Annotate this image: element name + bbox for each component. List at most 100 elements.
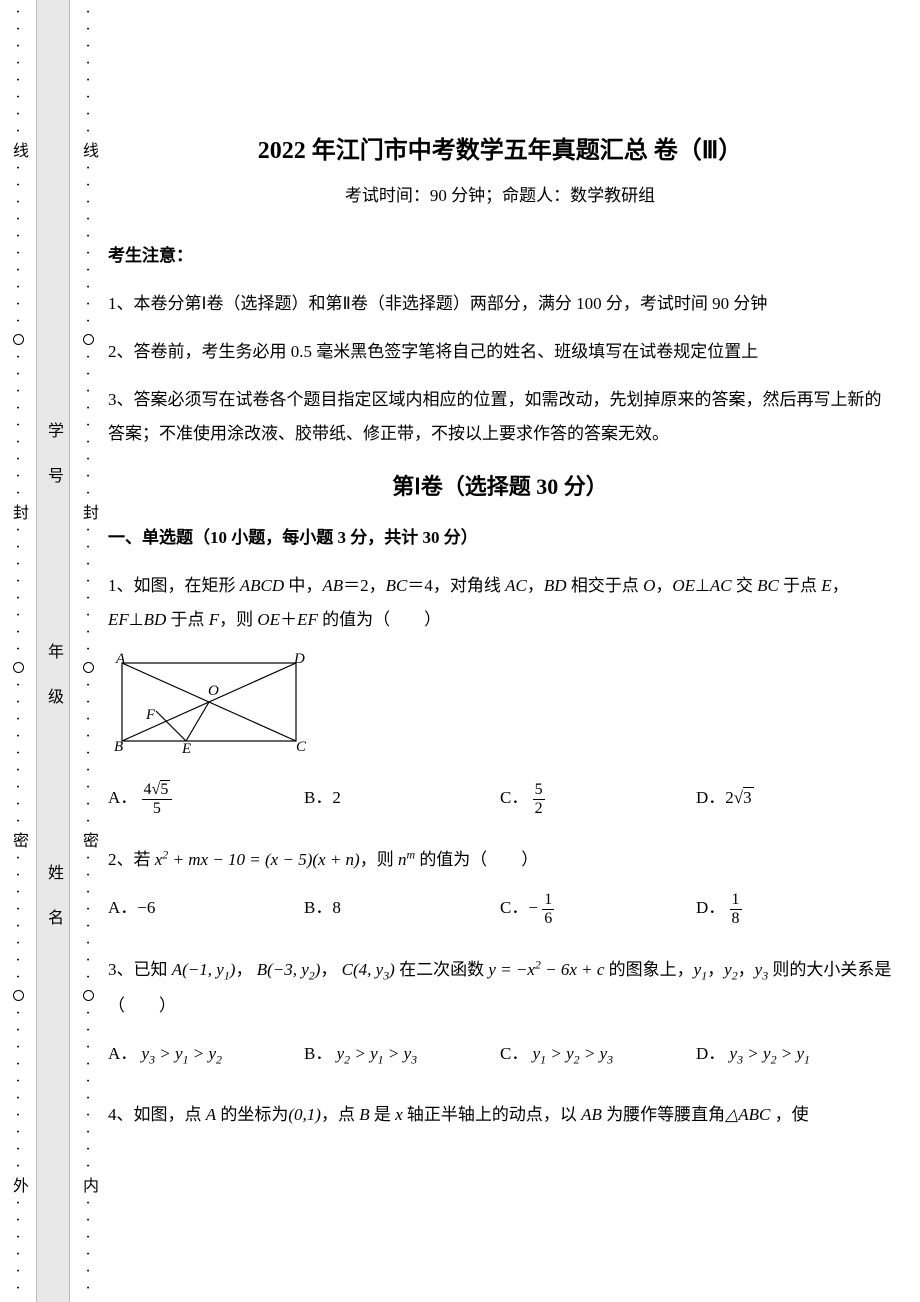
margin-dot: · xyxy=(15,745,20,762)
margin-dot: · xyxy=(15,590,20,607)
margin-dot: · xyxy=(15,434,20,451)
margin-dot: · xyxy=(85,728,90,745)
margin-dot: · xyxy=(85,279,90,296)
margin-dot: · xyxy=(85,89,90,106)
option-b: B．8 xyxy=(304,891,500,927)
margin-dot: · xyxy=(15,694,20,711)
notice-item: 1、本卷分第Ⅰ卷（选择题）和第Ⅱ卷（非选择题）两部分，满分 100 分，考试时间… xyxy=(108,287,892,321)
margin-dot: · xyxy=(15,624,20,641)
margin-dot: · xyxy=(85,573,90,590)
margin-dot: · xyxy=(85,1056,90,1073)
circle-icon xyxy=(83,334,94,345)
margin-dot: · xyxy=(85,38,90,55)
margin-dot: · xyxy=(85,400,90,417)
margin-dot: · xyxy=(85,468,90,485)
margin-dot: · xyxy=(85,813,90,830)
q3-options: A． y3 > y1 > y2 B． y2 > y1 > y3 C． y1 > … xyxy=(108,1037,892,1072)
margin-dot: · xyxy=(15,468,20,485)
fig-label: O xyxy=(208,683,219,699)
margin-dot: · xyxy=(85,451,90,468)
margin-dot: · xyxy=(15,1212,20,1229)
margin-dot: · xyxy=(85,1124,90,1141)
option-b: B． y2 > y1 > y3 xyxy=(304,1037,500,1072)
question-4: 4、如图，点 A 的坐标为(0,1)，点 B 是 x 轴正半轴上的动点，以 AB… xyxy=(108,1098,892,1132)
margin-dot: · xyxy=(85,1263,90,1280)
margin-dot: · xyxy=(85,262,90,279)
margin-dot: · xyxy=(85,952,90,969)
margin-dot: · xyxy=(85,485,90,502)
margin-dot: · xyxy=(15,522,20,539)
margin-dot: · xyxy=(85,935,90,952)
margin-dot: · xyxy=(85,884,90,901)
margin-dot: · xyxy=(15,21,20,38)
margin-dot: · xyxy=(85,434,90,451)
margin-dot: · xyxy=(85,1073,90,1090)
circle-icon xyxy=(13,662,24,673)
margin-dot: · xyxy=(85,194,90,211)
margin-dot: · xyxy=(85,1039,90,1056)
margin-dot: · xyxy=(15,1263,20,1280)
option-c: C．− 16 xyxy=(500,891,696,927)
margin-dot: · xyxy=(15,1158,20,1175)
margin-dot: · xyxy=(85,55,90,72)
margin-dot: · xyxy=(15,262,20,279)
option-c: C． y1 > y2 > y3 xyxy=(500,1037,696,1072)
margin-dot: · xyxy=(85,417,90,434)
circle-icon xyxy=(83,990,94,1001)
margin-dot: · xyxy=(15,901,20,918)
question-3: 3、已知 A(−1, y1)， B(−3, y2)， C(4, y3) 在二次函… xyxy=(108,953,892,1022)
margin-label: 封 xyxy=(6,504,30,520)
margin-dot: · xyxy=(15,1022,20,1039)
margin-dot: · xyxy=(85,1212,90,1229)
margin-dot: · xyxy=(85,918,90,935)
circle-icon xyxy=(13,334,24,345)
margin-label: 线 xyxy=(6,142,30,158)
margin-dot: · xyxy=(85,694,90,711)
margin-dot: · xyxy=(85,1141,90,1158)
margin-dot: · xyxy=(85,624,90,641)
option-d: D． 18 xyxy=(696,891,892,927)
margin-dot: · xyxy=(85,1229,90,1246)
margin-dot: · xyxy=(15,607,20,624)
margin-dot: · xyxy=(85,1107,90,1124)
notice-item: 2、答卷前，考生务必用 0.5 毫米黑色签字笔将自己的姓名、班级填写在试卷规定位… xyxy=(108,335,892,369)
margin-dot: · xyxy=(85,4,90,21)
margin-dot: · xyxy=(15,728,20,745)
fig-label: A xyxy=(115,651,126,667)
margin-dot: · xyxy=(15,1005,20,1022)
margin-dot: · xyxy=(85,762,90,779)
margin-dot: · xyxy=(85,123,90,140)
margin-dot: · xyxy=(15,89,20,106)
fig-label: B xyxy=(114,739,123,755)
margin-dot: · xyxy=(85,677,90,694)
margin-dot: · xyxy=(15,969,20,986)
margin-dot: · xyxy=(15,1141,20,1158)
margin-dot: · xyxy=(15,400,20,417)
margin-dot: · xyxy=(15,711,20,728)
margin-dot: · xyxy=(85,539,90,556)
margin-dot: · xyxy=(85,1005,90,1022)
option-b: B．2 xyxy=(304,781,500,817)
margin-dot: · xyxy=(15,796,20,813)
margin-dot: · xyxy=(15,4,20,21)
notice-label: 考生注意： xyxy=(108,239,892,273)
margin-dot: · xyxy=(85,1090,90,1107)
margin-dot: · xyxy=(85,383,90,400)
margin-dot: · xyxy=(15,1124,20,1141)
margin-dot: · xyxy=(15,106,20,123)
section-title: 一、单选题（10 小题，每小题 3 分，共计 30 分） xyxy=(108,521,892,555)
part-heading: 第Ⅰ卷（选择题 30 分） xyxy=(108,469,892,501)
option-a: A．−6 xyxy=(108,891,304,927)
margin-dot: · xyxy=(15,177,20,194)
margin-dot: · xyxy=(85,779,90,796)
margin-dot: · xyxy=(85,590,90,607)
margin-dot: · xyxy=(85,211,90,228)
margin-dot: · xyxy=(15,72,20,89)
margin-dot: · xyxy=(85,556,90,573)
margin-dot: · xyxy=(15,160,20,177)
margin-dot: · xyxy=(15,349,20,366)
margin-dot: · xyxy=(85,1280,90,1297)
margin-dot: · xyxy=(85,160,90,177)
margin-dot: · xyxy=(15,918,20,935)
margin-dot: · xyxy=(15,1073,20,1090)
